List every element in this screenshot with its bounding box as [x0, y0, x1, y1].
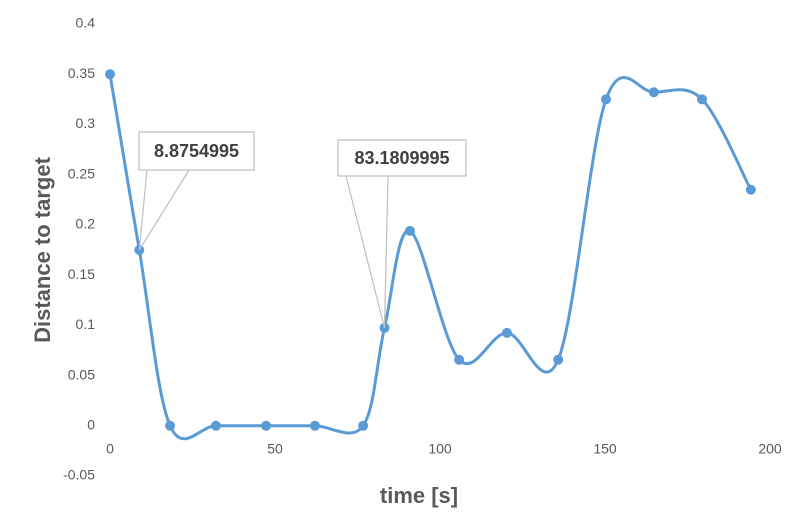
data-point: [697, 94, 708, 105]
y-tick-label: 0.05: [68, 366, 95, 382]
callout-leader: [138, 169, 190, 251]
data-point: [600, 94, 611, 105]
y-tick-label: 0.35: [68, 65, 95, 81]
data-point: [404, 225, 415, 236]
callout-label: 8.8754995: [154, 141, 239, 161]
y-tick-label: 0.3: [76, 115, 96, 131]
x-tick-label: 200: [758, 441, 782, 457]
callout-leader: [383, 175, 389, 328]
data-point: [648, 87, 659, 98]
callout: 83.1809995: [337, 139, 467, 328]
data-point: [454, 354, 465, 365]
data-point: [261, 420, 272, 431]
callout: 8.8754995: [138, 131, 255, 251]
y-tick-label: 0.1: [76, 316, 96, 332]
data-point: [553, 354, 564, 365]
data-point: [358, 420, 369, 431]
y-tick-label: 0.2: [76, 216, 96, 232]
y-axis-title: Distance to target: [30, 156, 55, 342]
callout-label: 83.1809995: [354, 148, 449, 168]
y-tick-label: 0: [87, 416, 95, 432]
x-tick-label: 100: [428, 441, 452, 457]
y-tick-label: 0.4: [76, 15, 96, 31]
data-point: [309, 420, 320, 431]
data-point: [501, 327, 512, 338]
data-point: [210, 420, 221, 431]
callout-box: [337, 139, 467, 177]
callout-leader: [345, 175, 386, 328]
x-tick-label: 0: [106, 441, 114, 457]
y-tick-label: 0.15: [68, 266, 95, 282]
x-tick-label: 50: [267, 441, 283, 457]
callout-leader: [138, 169, 148, 251]
y-tick-label: 0.25: [68, 165, 95, 181]
data-point: [105, 69, 115, 80]
data-point: [165, 420, 176, 431]
x-axis-title: time [s]: [380, 483, 458, 508]
x-tick-label: 150: [593, 441, 617, 457]
data-point: [745, 184, 756, 195]
y-tick-label: -0.05: [63, 467, 95, 483]
callout-box: [138, 131, 255, 171]
series-line: [108, 73, 753, 441]
